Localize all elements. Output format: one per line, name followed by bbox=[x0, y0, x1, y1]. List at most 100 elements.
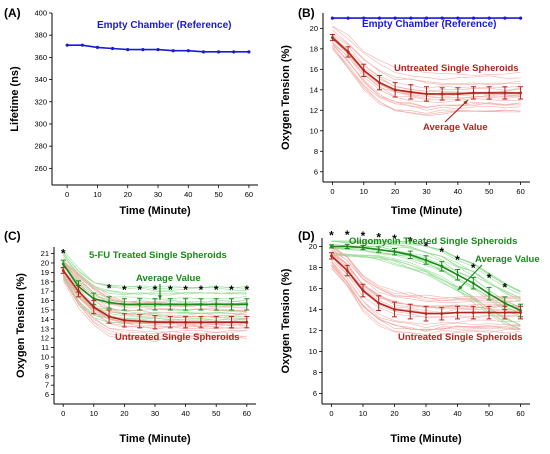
significance-star: * bbox=[214, 283, 219, 297]
significance-star: * bbox=[345, 228, 350, 242]
data-point bbox=[346, 50, 350, 54]
y-tick-label: 6 bbox=[313, 389, 317, 398]
x-tick-label: 40 bbox=[181, 409, 189, 418]
data-point bbox=[503, 311, 507, 314]
y-tick-label: 18 bbox=[309, 263, 317, 272]
data-point bbox=[487, 292, 491, 296]
data-point bbox=[409, 90, 413, 94]
y-tick-label: 10 bbox=[310, 126, 318, 135]
data-point bbox=[456, 92, 460, 96]
data-point bbox=[409, 16, 413, 20]
data-point bbox=[424, 16, 429, 20]
y-tick-label: 400 bbox=[34, 9, 47, 18]
series-untreated-single-spheroids bbox=[60, 267, 250, 330]
data-point bbox=[440, 92, 444, 96]
data-point bbox=[456, 311, 459, 314]
data-point bbox=[471, 16, 476, 20]
x-tick-label: 50 bbox=[485, 187, 493, 196]
series-untreated-single-spheroids bbox=[328, 252, 524, 322]
data-point bbox=[61, 262, 65, 266]
x-tick-label: 60 bbox=[516, 187, 524, 196]
individual-trace-untreated-single-spheroids bbox=[62, 275, 247, 335]
x-tick-label: 30 bbox=[422, 409, 430, 418]
data-point bbox=[107, 315, 111, 318]
data-point bbox=[393, 16, 397, 20]
y-tick-label: 16 bbox=[310, 65, 318, 74]
y-tick-label: 6 bbox=[45, 390, 49, 399]
data-point bbox=[186, 49, 190, 53]
x-tick-label: 30 bbox=[151, 409, 159, 418]
data-point bbox=[232, 50, 236, 54]
significance-star: * bbox=[392, 232, 397, 246]
data-point bbox=[487, 91, 491, 95]
data-point bbox=[330, 254, 333, 258]
legend-empty-chamber: Empty Chamber (Reference) bbox=[362, 19, 496, 30]
data-point bbox=[92, 305, 96, 309]
data-point bbox=[80, 43, 84, 47]
data-point bbox=[199, 320, 203, 324]
y-tick-label: 17 bbox=[41, 287, 49, 296]
y-tick-label: 14 bbox=[310, 85, 318, 94]
y-tick-label: 340 bbox=[34, 75, 47, 84]
data-point bbox=[61, 269, 65, 272]
y-tick-label: 8 bbox=[314, 147, 318, 156]
data-point bbox=[153, 320, 157, 324]
y-axis-title: Oxygen Tension (%) bbox=[15, 273, 27, 378]
data-point bbox=[330, 16, 335, 20]
panel-d: (D) 0 10 20 30 40 50 60 6 8 10 12 14 16 18 20 Time (Minu… bbox=[280, 228, 540, 445]
individual-trace-untreated-single-spheroids bbox=[331, 249, 521, 304]
individual-trace-untreated-single-spheroids bbox=[62, 279, 247, 339]
y-tick-label: 12 bbox=[309, 326, 317, 335]
data-point bbox=[171, 49, 175, 53]
y-axis-title: Oxygen Tension (%) bbox=[280, 268, 292, 373]
arrow-average-value bbox=[444, 99, 469, 123]
x-tick-label: 20 bbox=[391, 187, 399, 196]
y-tick-label: 380 bbox=[34, 31, 47, 40]
individual-trace-untreated-single-spheroids bbox=[332, 42, 521, 103]
panel-label: (D) bbox=[298, 229, 315, 243]
data-point bbox=[503, 16, 507, 20]
y-tick-label: 8 bbox=[313, 368, 317, 377]
individual-trace-oligomycin-treated-single-spheroids bbox=[331, 240, 521, 302]
panel-a: (A) 0 10 20 30 40 50 60 260 280 300 320 340 360 380 400… bbox=[4, 6, 258, 217]
x-tick-label: 10 bbox=[359, 409, 367, 418]
label-average-value: Average Value bbox=[423, 122, 488, 133]
data-point bbox=[361, 289, 365, 292]
y-tick-label: 280 bbox=[34, 142, 47, 151]
x-tick-label: 20 bbox=[390, 409, 398, 418]
x-tick-label: 20 bbox=[124, 190, 132, 199]
data-point bbox=[230, 320, 233, 324]
y-axis-title: Lifetime (ns) bbox=[9, 66, 21, 132]
data-point bbox=[519, 311, 522, 314]
data-point bbox=[472, 91, 475, 95]
label-untreated: Untreated Single Spheroids bbox=[398, 332, 523, 343]
panel-c: (C)0 10 20 30 40 50 60678910111213141516171819… bbox=[4, 229, 256, 445]
x-tick-label: 20 bbox=[120, 409, 128, 418]
arrow-average-value bbox=[457, 264, 483, 291]
panel-label: (B) bbox=[298, 6, 315, 20]
y-tick-label: 9 bbox=[45, 362, 49, 371]
individual-trace-untreated-single-spheroids bbox=[332, 43, 521, 108]
y-tick-label: 12 bbox=[310, 106, 318, 115]
x-tick-label: 40 bbox=[454, 187, 462, 196]
x-tick-label: 10 bbox=[360, 187, 368, 196]
significance-star: * bbox=[471, 261, 476, 275]
y-tick-label: 20 bbox=[309, 242, 317, 251]
individual-trace-untreated-single-spheroids bbox=[332, 32, 521, 86]
y-tick-label: 10 bbox=[309, 347, 317, 356]
data-point bbox=[377, 16, 382, 20]
significance-star: * bbox=[183, 283, 188, 297]
individual-trace-untreated-single-spheroids bbox=[332, 48, 521, 115]
significance-star: * bbox=[361, 229, 366, 243]
y-tick-label: 7 bbox=[45, 381, 49, 390]
individual-trace-untreated-single-spheroids bbox=[332, 46, 521, 114]
data-point bbox=[440, 264, 444, 268]
data-point bbox=[362, 68, 366, 72]
significance-star: * bbox=[168, 283, 173, 297]
y-tick-label: 12 bbox=[41, 334, 49, 343]
data-point bbox=[408, 310, 412, 313]
significance-star: * bbox=[408, 235, 413, 249]
data-point bbox=[503, 301, 507, 305]
x-tick-label: 50 bbox=[485, 409, 493, 418]
